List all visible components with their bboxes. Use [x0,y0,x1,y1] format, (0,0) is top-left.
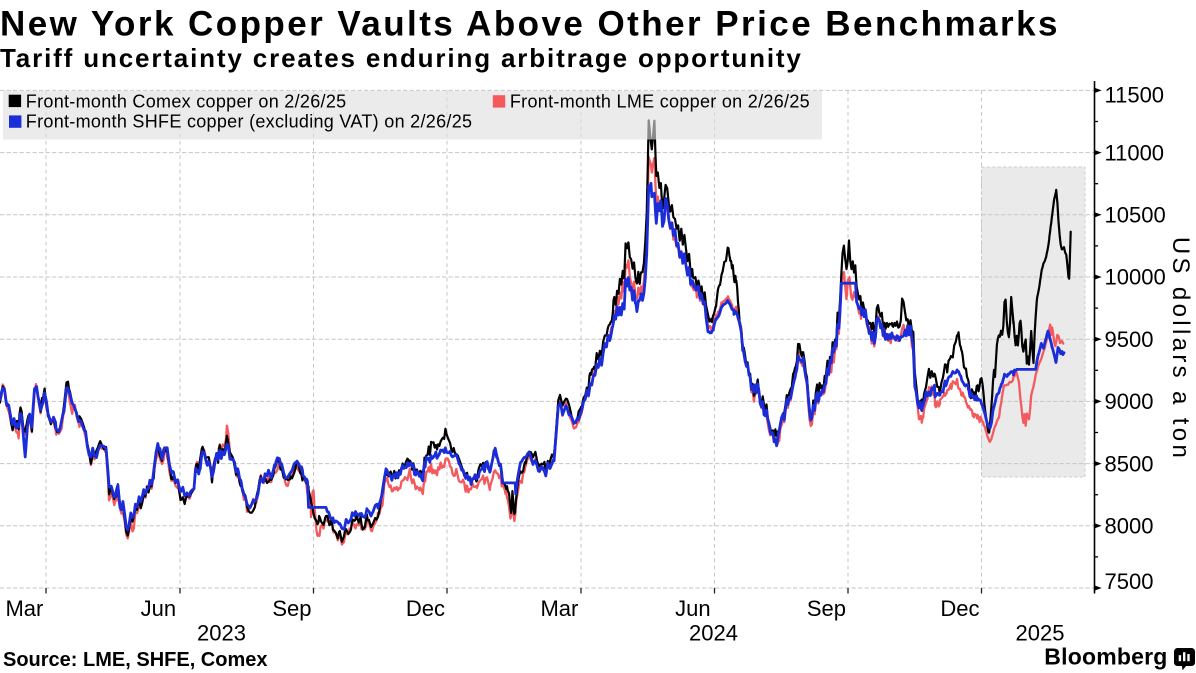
svg-text:8000: 8000 [1105,514,1154,539]
svg-text:2024: 2024 [689,621,738,646]
svg-text:2025: 2025 [1016,621,1065,646]
svg-text:8500: 8500 [1105,451,1154,476]
svg-text:Front-month SHFE copper (exclu: Front-month SHFE copper (excluding VAT) … [26,112,473,132]
svg-text:Front-month Comex copper on 2/: Front-month Comex copper on 2/26/25 [26,91,347,111]
svg-text:11500: 11500 [1105,83,1165,108]
svg-text:New York Copper Vaults Above O: New York Copper Vaults Above Other Price… [0,5,1060,44]
svg-text:Mar: Mar [5,596,43,621]
svg-text:US dollars a ton: US dollars a ton [1167,237,1194,461]
svg-text:Jun: Jun [141,596,176,621]
svg-text:Mar: Mar [540,596,578,621]
svg-text:10000: 10000 [1105,265,1166,290]
svg-text:Front-month LME copper on 2/26: Front-month LME copper on 2/26/25 [510,91,810,111]
svg-text:10500: 10500 [1105,203,1166,228]
svg-text:11000: 11000 [1105,140,1165,165]
svg-text:7500: 7500 [1105,569,1154,594]
svg-text:9500: 9500 [1105,327,1154,352]
svg-text:Dec: Dec [406,596,445,621]
svg-text:Sep: Sep [272,596,311,621]
svg-text:9000: 9000 [1105,389,1154,414]
svg-text:Bloomberg: Bloomberg [1044,644,1167,670]
svg-text:Sep: Sep [807,596,846,621]
svg-text:Jun: Jun [675,596,710,621]
svg-text:2023: 2023 [197,621,246,646]
svg-text:Dec: Dec [940,596,979,621]
svg-text:Tariff uncertainty creates end: Tariff uncertainty creates enduring arbi… [0,43,803,73]
svg-text:Source: LME, SHFE, Comex: Source: LME, SHFE, Comex [3,649,268,671]
